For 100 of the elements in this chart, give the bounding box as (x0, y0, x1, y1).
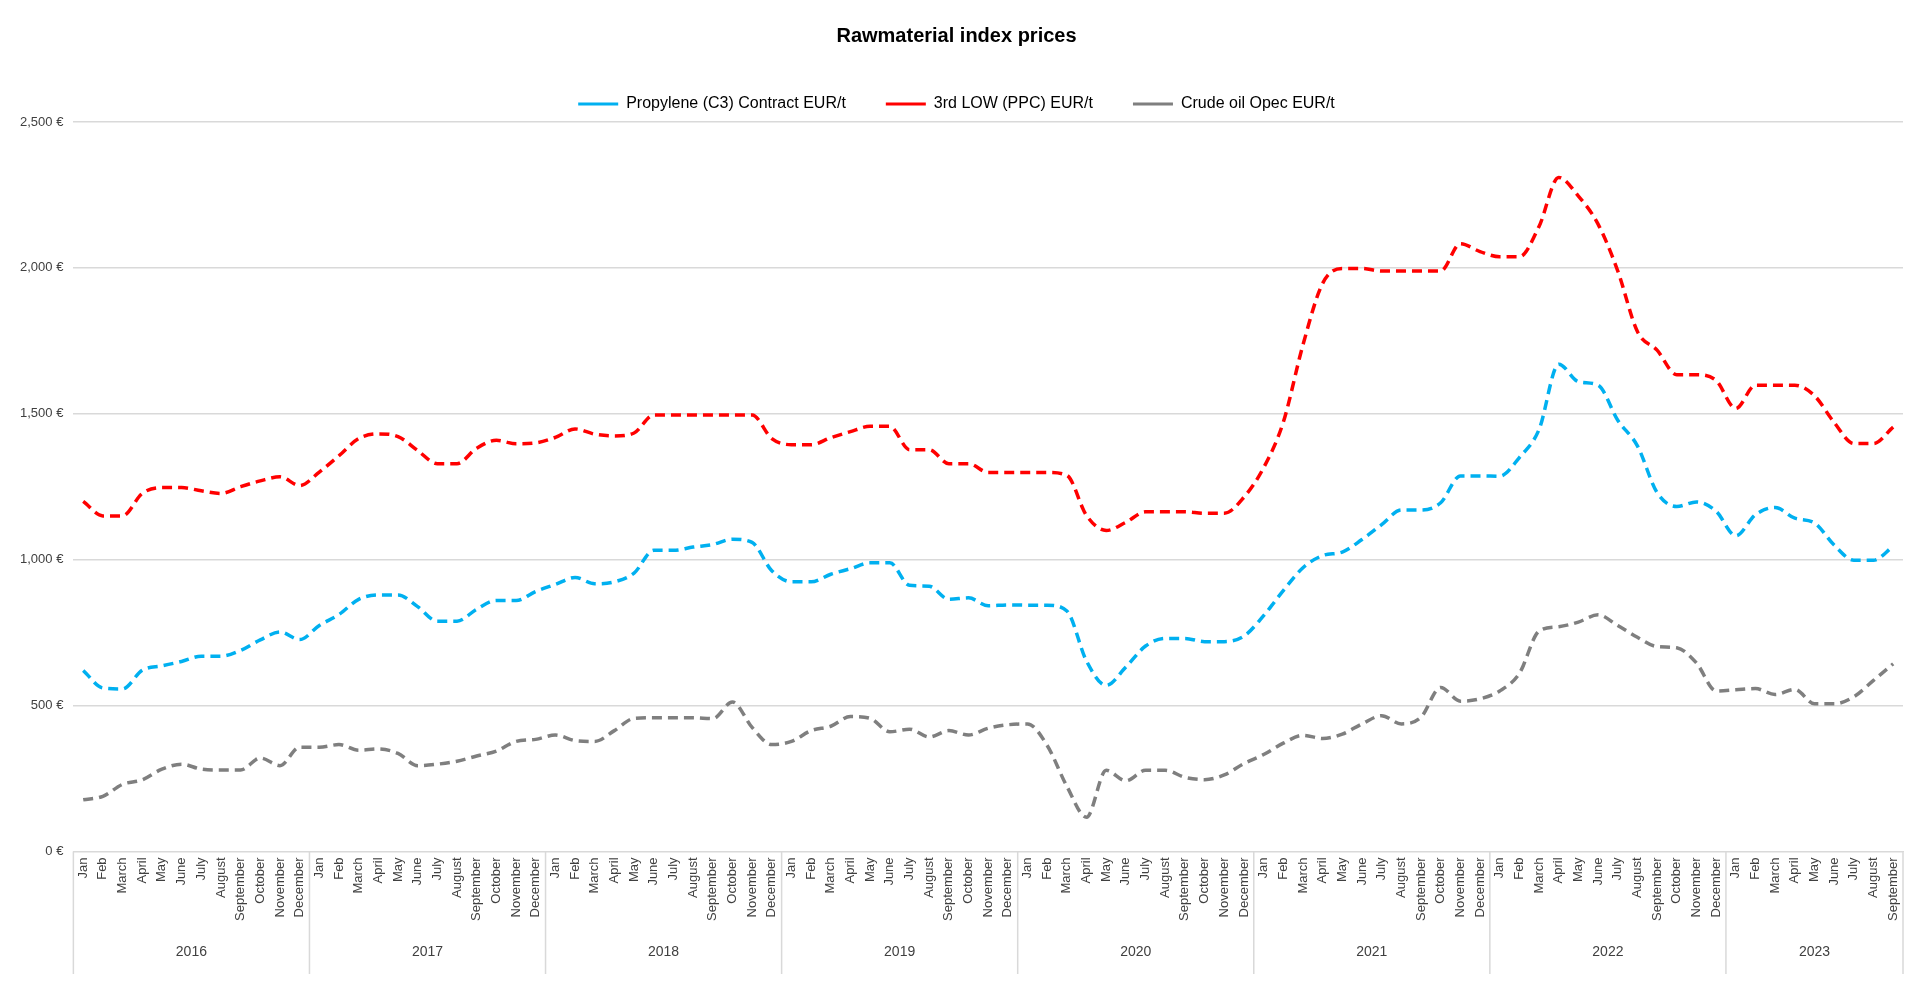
line-series (81, 613, 1895, 820)
x-tick-label: May (1333, 856, 1349, 882)
x-tick-label: May (1097, 856, 1113, 882)
x-tick-label: June (645, 857, 661, 886)
y-tick-label: 0 € (45, 842, 65, 858)
y-tick-label: 2,500 € (20, 113, 65, 129)
x-tick-label: July (901, 856, 917, 881)
x-tick-label: December (527, 856, 543, 918)
x-tick-label: September (1412, 856, 1428, 921)
x-tick-label: November (507, 856, 523, 918)
x-tick-label: September (1176, 856, 1192, 921)
x-tick-label: June (1353, 857, 1369, 886)
x-tick-label: March (350, 857, 366, 894)
x-tick-label: April (1314, 857, 1330, 884)
x-tick-label: November (1451, 856, 1467, 918)
x-tick-label: May (153, 856, 169, 882)
x-tick-label: October (487, 856, 503, 904)
x-tick-label: May (1569, 856, 1585, 882)
x-tick-label: May (1806, 856, 1822, 882)
x-tick-label: Feb (1747, 857, 1763, 880)
x-tick-label: November (1688, 856, 1704, 918)
legend-label: 3rd LOW (PPC) EUR/t (933, 94, 1094, 112)
x-tick-label: Feb (94, 857, 110, 880)
x-tick-label: June (1825, 857, 1841, 886)
x-tick-label: Jan (1727, 857, 1743, 879)
x-tick-label: March (586, 857, 602, 894)
x-tick-label: August (212, 857, 228, 898)
text: 2022 (1592, 942, 1624, 959)
x-tick-label: June (1589, 857, 1605, 886)
x-tick-label: September (704, 856, 720, 921)
x-tick-label: March (1530, 857, 1546, 894)
x-tick-label: April (369, 857, 385, 884)
x-tick-label: Feb (1274, 857, 1290, 880)
x-tick-label: June (1117, 857, 1133, 886)
y-tick-label: 1,000 € (20, 551, 65, 567)
x-tick-label: December (1707, 856, 1723, 918)
x-tick-label: April (1550, 857, 1566, 884)
x-tick-label: March (1294, 857, 1310, 894)
x-tick-label: May (861, 856, 877, 882)
x-tick-label: September (232, 856, 248, 921)
x-tick-label: December (291, 856, 307, 918)
x-tick-label: Jan (783, 857, 799, 879)
x-tick-label: August (1392, 857, 1408, 898)
x-tick-label: Jan (310, 857, 326, 879)
x-tick-label: May (389, 856, 405, 882)
x-tick-label: Jan (1491, 857, 1507, 879)
x-tick-label: April (605, 857, 621, 884)
x-tick-label: Feb (566, 857, 582, 880)
x-tick-label: April (842, 857, 858, 884)
x-tick-label: October (724, 856, 740, 904)
x-tick-label: Feb (1038, 857, 1054, 880)
x-tick-label: December (1235, 856, 1251, 918)
text: 2016 (175, 942, 208, 959)
x-tick-label: August (920, 857, 936, 898)
x-tick-label: December (763, 856, 779, 918)
y-tick-label: 2,000 € (20, 259, 65, 275)
x-tick-label: July (1609, 856, 1625, 881)
x-tick-label: October (960, 856, 976, 904)
x-tick-label: July (192, 856, 208, 881)
x-tick-label: March (822, 857, 838, 894)
text: 2020 (1120, 942, 1152, 959)
x-tick-label: September (1884, 856, 1900, 921)
x-tick-label: November (1215, 856, 1231, 918)
text: 2019 (884, 942, 916, 959)
x-tick-label: Feb (330, 857, 346, 880)
x-tick-label: December (1471, 856, 1487, 918)
text: 2017 (411, 942, 444, 959)
text: 2023 (1798, 942, 1831, 959)
x-tick-label: August (1156, 857, 1172, 898)
x-tick-label: August (684, 857, 700, 898)
x-tick-label: June (173, 857, 189, 886)
x-tick-label: October (1432, 856, 1448, 904)
x-tick-label: October (1196, 856, 1212, 904)
x-tick-label: March (1766, 857, 1782, 894)
x-tick-label: August (1628, 857, 1644, 898)
x-tick-label: September (1648, 856, 1664, 921)
x-tick-label: June (881, 857, 897, 886)
x-tick-label: March (114, 857, 130, 894)
x-tick-label: April (133, 857, 149, 884)
legend-label: Crude oil Opec EUR/t (1180, 94, 1336, 112)
x-tick-label: July (1137, 856, 1153, 881)
text: 2021 (1356, 942, 1388, 959)
x-tick-label: September (468, 856, 484, 921)
x-tick-label: July (664, 856, 680, 881)
x-tick-label: April (1786, 857, 1802, 884)
x-tick-label: April (1078, 857, 1094, 884)
legend-label: Propylene (C3) Contract EUR/t (626, 94, 847, 112)
x-tick-label: Feb (802, 857, 818, 880)
x-tick-label: May (625, 856, 641, 882)
y-tick-label: 1,500 € (20, 405, 65, 421)
x-tick-label: Jan (74, 857, 90, 879)
x-tick-label: October (1668, 856, 1684, 904)
x-tick-label: December (999, 856, 1015, 918)
x-tick-label: September (940, 856, 956, 921)
x-tick-label: Jan (546, 857, 562, 879)
text: 2018 (648, 942, 680, 959)
x-tick-label: Jan (1019, 857, 1035, 879)
x-tick-label: March (1058, 857, 1074, 894)
x-tick-label: June (409, 857, 425, 886)
x-tick-label: October (251, 856, 267, 904)
